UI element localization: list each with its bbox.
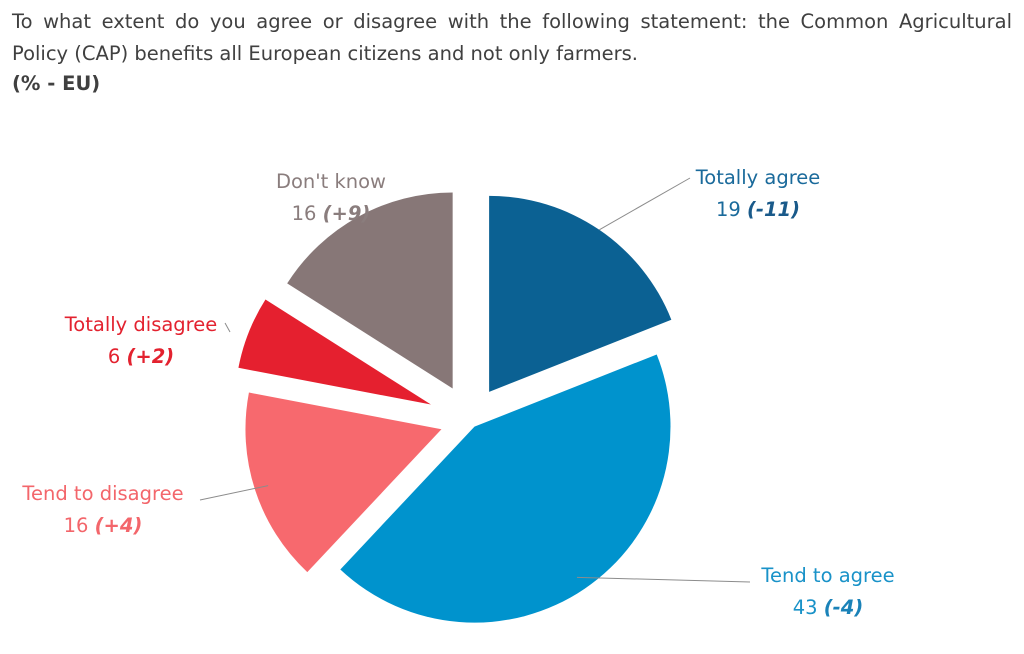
pie-slice-tend-to-agree [340, 354, 671, 623]
slice-value-label: 16 (+9) [292, 202, 371, 225]
unit-label: (% - EU) [12, 72, 101, 95]
slice-label: Totally agree [695, 166, 821, 189]
pie-slice-don-t-know [287, 192, 453, 389]
slice-value-label: 19 (-11) [716, 198, 800, 221]
slice-label: Tend to agree [760, 564, 894, 587]
leader-line [576, 576, 751, 583]
leader-line [599, 177, 691, 231]
slice-label: Tend to disagree [21, 482, 183, 505]
slice-value-label: 16 (+4) [64, 514, 143, 537]
pie-slice-totally-disagree [238, 299, 431, 405]
slice-label: Don't know [276, 170, 386, 193]
question-text: To what extent do you agree or disagree … [12, 10, 1012, 65]
pie-slice-totally-agree [489, 195, 672, 392]
leader-line [224, 322, 231, 333]
slice-label: Totally disagree [64, 313, 218, 336]
pie-slice-tend-to-disagree [245, 392, 442, 573]
leader-line [199, 485, 269, 501]
slice-value-label: 6 (+2) [108, 345, 174, 368]
slice-value-label: 43 (-4) [793, 596, 864, 619]
